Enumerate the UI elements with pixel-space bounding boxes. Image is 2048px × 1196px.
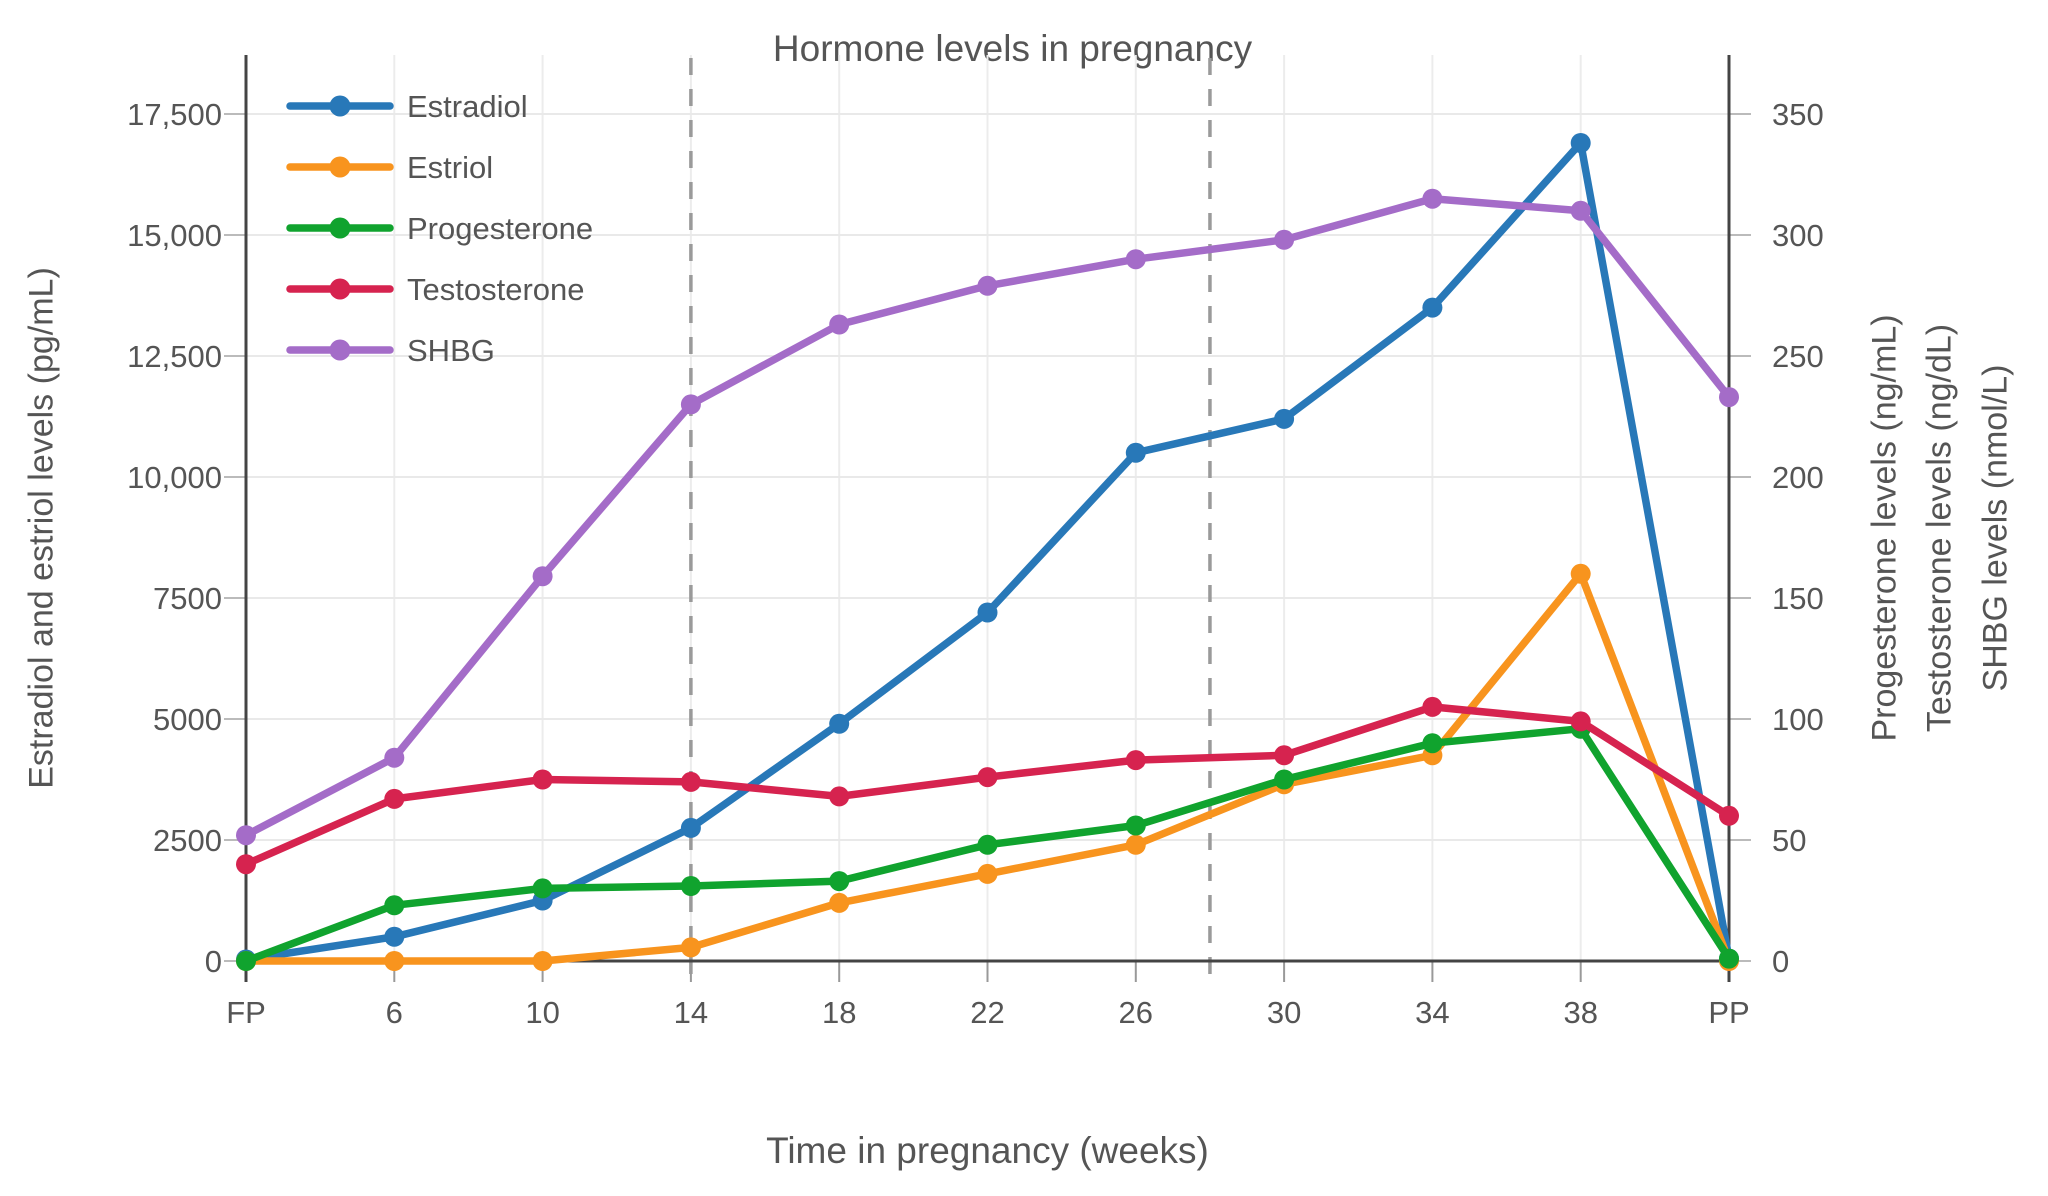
x-tick-label-38: 38 <box>1563 995 1597 1030</box>
progesterone-point-26 <box>1125 815 1146 836</box>
shbg-point-14 <box>680 394 701 415</box>
estriol-point-18 <box>829 892 850 913</box>
testosterone-point-PP <box>1719 805 1739 826</box>
legend-item-testosterone[interactable]: Testosterone <box>286 272 585 307</box>
estriol-point-22 <box>977 863 998 884</box>
testosterone-point-14 <box>680 771 701 792</box>
y-right-tick-label: 100 <box>1772 702 1824 737</box>
x-tick-label-14: 14 <box>674 995 708 1030</box>
legend-item-progesterone[interactable]: Progesterone <box>286 211 593 246</box>
x-tick-label-10: 10 <box>525 995 559 1030</box>
progesterone-point-PP <box>1719 948 1739 969</box>
legend-swatch-dot <box>329 95 351 117</box>
legend-label: SHBG <box>407 333 495 368</box>
estradiol-point-34 <box>1422 297 1443 318</box>
series-shbg <box>236 188 1739 846</box>
shbg-point-FP <box>236 825 256 846</box>
estriol-point-6 <box>384 951 405 971</box>
y-right-tick-label: 350 <box>1772 97 1824 132</box>
estriol-point-38 <box>1570 563 1591 584</box>
testosterone-point-26 <box>1125 750 1146 771</box>
testosterone-point-22 <box>977 767 998 788</box>
progesterone-point-14 <box>680 876 701 896</box>
y-left-tick-label: 2500 <box>153 823 222 858</box>
y-right-tick-label: 300 <box>1772 218 1824 253</box>
y-left-tick-label: 0 <box>205 944 222 979</box>
testosterone-point-38 <box>1570 711 1591 732</box>
y-left-tick-label: 5000 <box>153 702 222 737</box>
progesterone-point-10 <box>532 878 553 899</box>
shbg-point-PP <box>1719 387 1739 408</box>
shbg-point-18 <box>829 314 850 335</box>
shbg-point-10 <box>532 566 553 587</box>
testosterone-point-30 <box>1274 745 1295 766</box>
x-tick-label-18: 18 <box>822 995 856 1030</box>
legend-label: Progesterone <box>407 211 593 246</box>
y-right-tick-label: 150 <box>1772 581 1824 616</box>
chart-title: Hormone levels in pregnancy <box>772 28 1253 69</box>
estradiol-point-6 <box>384 926 405 947</box>
progesterone-point-18 <box>829 871 850 892</box>
legend-label: Testosterone <box>407 272 585 307</box>
testosterone-point-6 <box>384 788 405 809</box>
estradiol-point-30 <box>1274 408 1295 429</box>
y-left-tick-label: 15,000 <box>127 218 222 253</box>
shbg-point-38 <box>1570 200 1591 221</box>
estradiol-point-26 <box>1125 442 1146 463</box>
series-testosterone <box>236 696 1739 875</box>
testosterone-point-34 <box>1422 696 1443 717</box>
estriol-point-10 <box>532 951 553 971</box>
estriol-point-26 <box>1125 834 1146 855</box>
progesterone-point-30 <box>1274 769 1295 790</box>
shbg-point-26 <box>1125 249 1146 270</box>
testosterone-point-18 <box>829 786 850 807</box>
x-tick-label-PP: PP <box>1708 995 1749 1030</box>
x-tick-label-30: 30 <box>1267 995 1301 1030</box>
legend-item-shbg[interactable]: SHBG <box>286 333 495 368</box>
x-tick-label-26: 26 <box>1119 995 1153 1030</box>
y-right-tick-label: 250 <box>1772 339 1824 374</box>
shbg-point-34 <box>1422 188 1443 209</box>
legend-label: Estriol <box>407 150 493 185</box>
legend-item-estriol[interactable]: Estriol <box>286 150 493 185</box>
y-left-tick-label: 17,500 <box>127 97 222 132</box>
estradiol-point-22 <box>977 602 998 623</box>
progesterone-point-6 <box>384 895 405 916</box>
progesterone-point-FP <box>236 951 256 971</box>
x-tick-label-6: 6 <box>386 995 403 1030</box>
estradiol-point-38 <box>1570 133 1591 153</box>
legend: Estradiol Estriol Progesterone Testosterone… <box>286 89 593 368</box>
legend-label: Estradiol <box>407 89 528 124</box>
legend-swatch-dot <box>329 339 351 361</box>
testosterone-point-10 <box>532 769 553 790</box>
y-right-tick-label: 50 <box>1772 823 1806 858</box>
y-left-tick-label: 7500 <box>153 581 222 616</box>
progesterone-point-22 <box>977 834 998 855</box>
legend-swatch-dot <box>329 156 351 178</box>
legend-swatch-dot <box>329 217 351 239</box>
x-axis-title: Time in pregnancy (weeks) <box>766 1130 1209 1171</box>
estriol-point-14 <box>680 937 701 958</box>
testosterone-point-FP <box>236 854 256 875</box>
x-tick-label-22: 22 <box>970 995 1004 1030</box>
shbg-point-6 <box>384 747 405 768</box>
y-right-tick-label: 200 <box>1772 460 1824 495</box>
legend-swatch-dot <box>329 278 351 300</box>
estradiol-point-18 <box>829 713 850 734</box>
shbg-point-22 <box>977 275 998 296</box>
y-right-tick-label: 0 <box>1772 944 1789 979</box>
estradiol-point-14 <box>680 817 701 838</box>
progesterone-point-34 <box>1422 733 1443 754</box>
x-tick-label-34: 34 <box>1415 995 1449 1030</box>
y-left-tick-label: 12,500 <box>127 339 222 374</box>
shbg-point-30 <box>1274 229 1295 250</box>
legend-item-estradiol[interactable]: Estradiol <box>286 89 528 124</box>
x-tick-label-FP: FP <box>226 995 266 1030</box>
y-left-tick-label: 10,000 <box>127 460 222 495</box>
